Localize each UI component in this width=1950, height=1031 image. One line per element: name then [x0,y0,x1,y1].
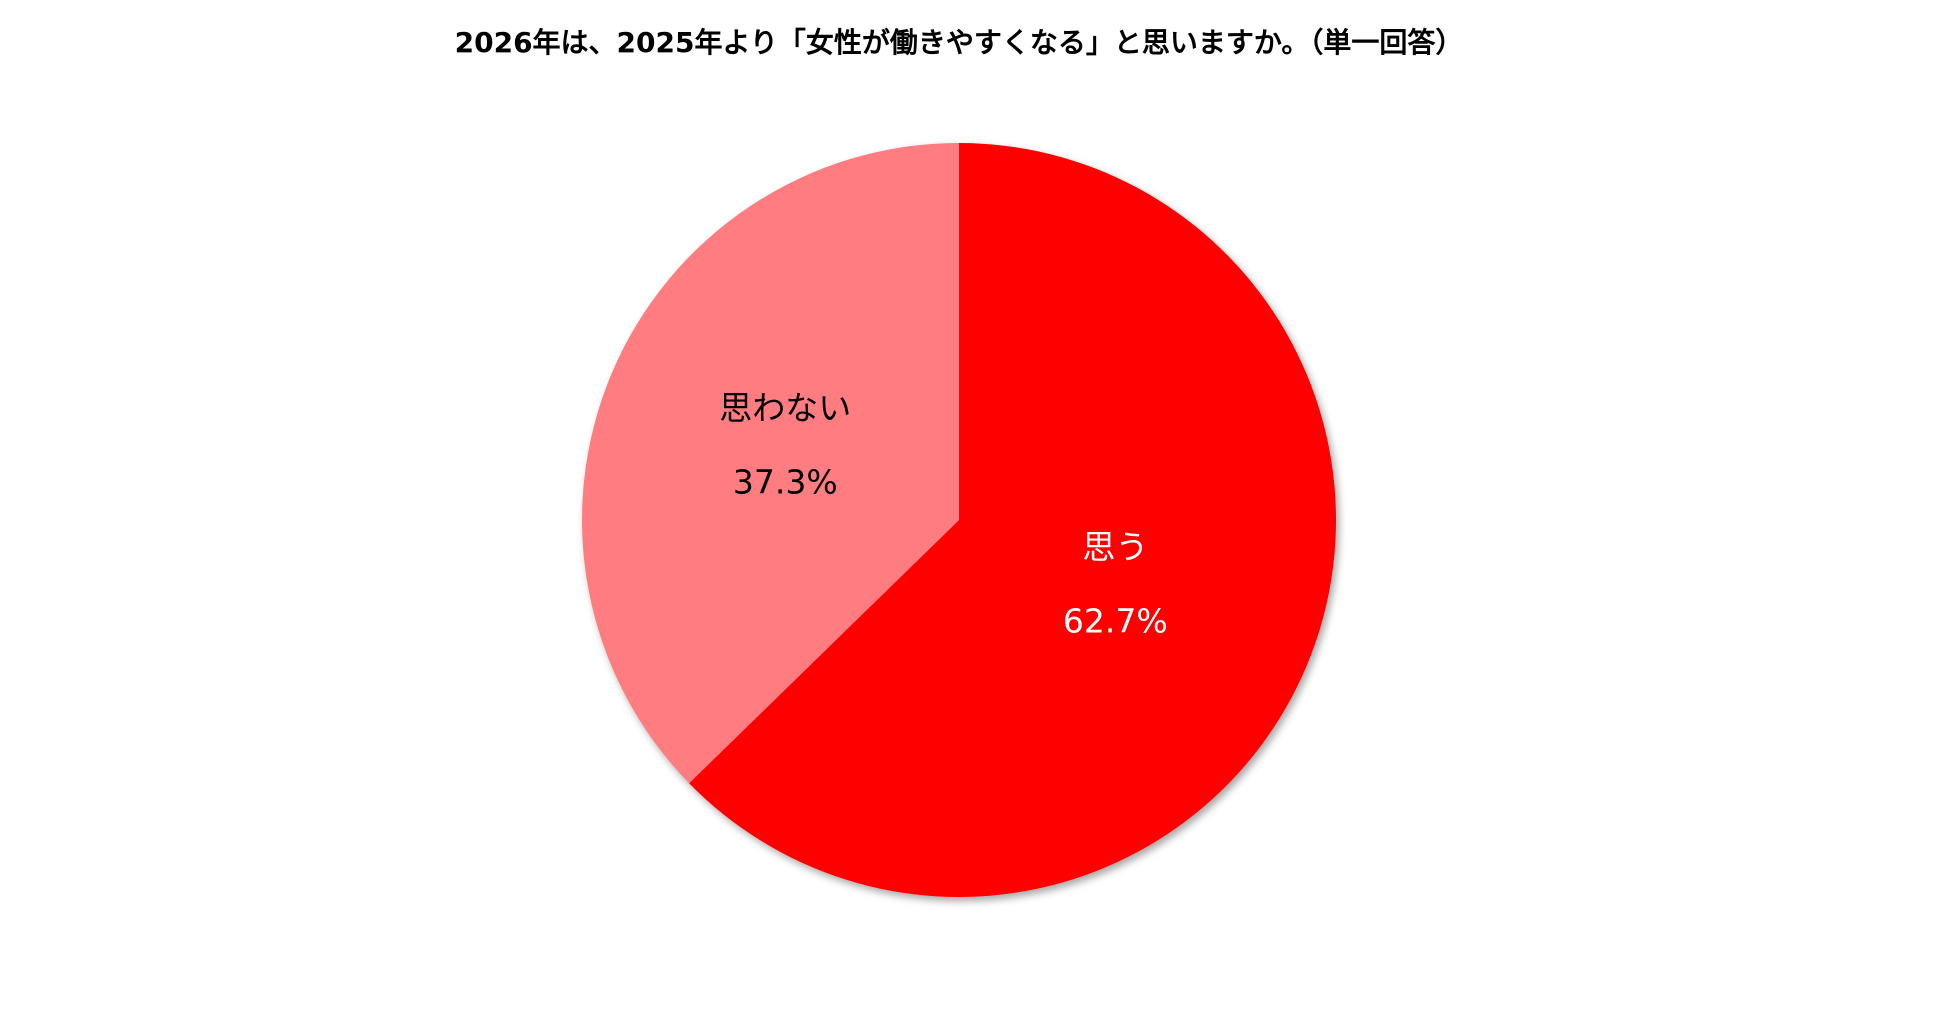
pie-slice [581,143,959,784]
slice-category-label: 思わない [719,388,851,427]
pie-slice [689,143,1336,897]
slice-value-label: 62.7% [1063,601,1168,640]
chart-title: 2026年は、2025年より「女性が働きやすくなる」と思いますか。（単一回答） [455,26,1464,59]
pie [581,143,1336,897]
slice-value-label: 37.3% [733,462,838,501]
slice-category-label: 思う [1082,527,1148,566]
